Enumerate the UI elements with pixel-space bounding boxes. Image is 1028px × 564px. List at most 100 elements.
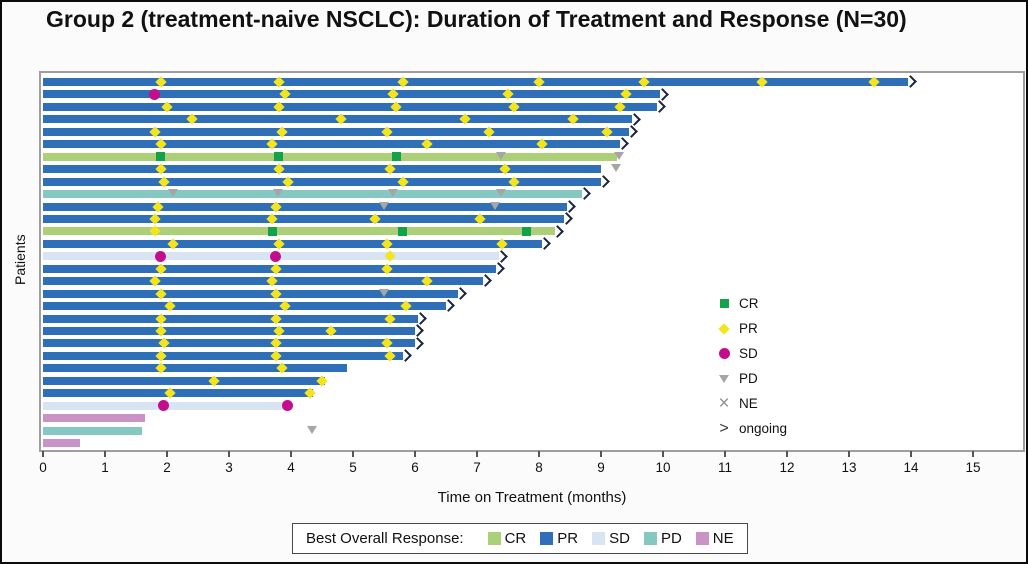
marker-legend-item: × NE bbox=[716, 391, 787, 416]
x-axis-tick-label: 5 bbox=[349, 460, 357, 475]
bar-legend-swatch bbox=[643, 532, 657, 545]
plot-area bbox=[39, 71, 1025, 452]
marker-legend-label: ongoing bbox=[739, 421, 788, 436]
ongoing-arrow-icon bbox=[479, 274, 493, 288]
ongoing-arrow-icon bbox=[578, 187, 592, 201]
response-marker-pd bbox=[378, 288, 389, 297]
x-axis-tick bbox=[910, 451, 912, 457]
x-axis-tick bbox=[290, 451, 292, 457]
patient-bar bbox=[43, 302, 446, 311]
x-axis-tick bbox=[786, 451, 788, 457]
response-marker-pd bbox=[387, 189, 398, 198]
response-marker-pd bbox=[496, 189, 507, 198]
x-axis-tick-label: 4 bbox=[287, 460, 295, 475]
patient-bar bbox=[43, 90, 660, 99]
x-axis-tick bbox=[42, 451, 44, 457]
patient-bar bbox=[43, 439, 81, 448]
bar-legend-item: PR bbox=[540, 530, 578, 547]
x-axis-tick-label: 11 bbox=[717, 460, 733, 475]
patient-bar bbox=[43, 140, 620, 149]
circle-icon bbox=[716, 346, 732, 362]
response-marker-pd bbox=[490, 201, 501, 210]
patient-bar bbox=[43, 414, 146, 423]
response-marker-cr bbox=[522, 226, 532, 236]
square-icon bbox=[716, 296, 732, 312]
marker-legend-item: SD bbox=[716, 341, 787, 366]
patient-bar bbox=[43, 239, 543, 248]
marker-legend-label: NE bbox=[739, 396, 758, 411]
response-marker-sd bbox=[270, 250, 281, 262]
bar-legend-swatch bbox=[487, 532, 501, 545]
x-axis-tick-label: 1 bbox=[101, 460, 109, 475]
bar-legend-item: NE bbox=[695, 530, 734, 547]
pd-triangle-icon bbox=[719, 374, 729, 383]
response-marker-pd bbox=[307, 425, 318, 434]
x-axis-tick-label: 6 bbox=[411, 460, 419, 475]
marker-legend: CR PR SD PD × NE > ongoing bbox=[716, 291, 787, 441]
patient-bar bbox=[43, 214, 564, 223]
patient-bar bbox=[43, 364, 347, 373]
y-axis-label: Patients bbox=[12, 234, 28, 285]
x-axis-tick-label: 10 bbox=[655, 460, 671, 475]
x-axis-tick bbox=[972, 451, 974, 457]
x-axis-tick bbox=[166, 451, 168, 457]
x-axis-tick bbox=[104, 451, 106, 457]
response-marker-sd bbox=[155, 250, 167, 262]
patient-bar bbox=[43, 289, 459, 298]
triangle-icon bbox=[716, 371, 732, 387]
bar-legend-swatch bbox=[540, 532, 554, 545]
response-marker-pd bbox=[378, 201, 389, 210]
marker-legend-item: PR bbox=[716, 316, 787, 341]
x-axis-tick-label: 3 bbox=[225, 460, 233, 475]
patient-bar bbox=[43, 127, 629, 136]
response-marker-cr bbox=[267, 226, 277, 236]
response-marker-cr bbox=[156, 152, 166, 162]
patient-bar bbox=[43, 202, 567, 211]
x-axis-tick bbox=[538, 451, 540, 457]
sd-circle-icon bbox=[718, 348, 730, 359]
response-marker-pd bbox=[496, 151, 507, 160]
marker-legend-item: CR bbox=[716, 291, 787, 316]
patient-bar bbox=[43, 351, 403, 360]
patient-bar bbox=[43, 152, 617, 161]
response-marker-pd bbox=[614, 151, 625, 160]
x-axis-tick-label: 12 bbox=[779, 460, 795, 475]
patient-bar bbox=[43, 177, 601, 186]
x-axis-tick-label: 15 bbox=[965, 460, 981, 475]
marker-legend-item: PD bbox=[716, 366, 787, 391]
response-marker-sd bbox=[282, 400, 294, 412]
patient-bar bbox=[43, 389, 313, 398]
bar-legend-item: SD bbox=[592, 530, 630, 547]
x-axis-tick bbox=[476, 451, 478, 457]
ongoing-chevron-icon: > bbox=[719, 419, 729, 437]
best-overall-response-legend: Best Overall Response: CR PR SD PD NE bbox=[292, 523, 748, 554]
x-axis-tick-label: 2 bbox=[163, 460, 171, 475]
bar-legend-swatch bbox=[592, 532, 606, 545]
x-axis-tick-label: 14 bbox=[903, 460, 919, 475]
ne-x-icon: × bbox=[718, 393, 730, 414]
response-marker-pd bbox=[167, 189, 178, 198]
bar-legend-title: Best Overall Response: bbox=[306, 530, 464, 547]
bar-legend-label: NE bbox=[712, 530, 734, 547]
patient-bar bbox=[43, 190, 583, 199]
x-axis-tick bbox=[724, 451, 726, 457]
cr-square-icon bbox=[719, 299, 729, 308]
chart-title: Group 2 (treatment-naive NSCLC): Duratio… bbox=[46, 6, 907, 32]
response-marker-sd bbox=[158, 400, 170, 412]
bar-legend-label: PD bbox=[660, 530, 682, 547]
x-axis-tick bbox=[352, 451, 354, 457]
x-axis-tick bbox=[414, 451, 416, 457]
bar-legend-label: SD bbox=[609, 530, 630, 547]
patient-bar bbox=[43, 78, 908, 86]
x-axis-tick-label: 8 bbox=[535, 460, 543, 475]
patient-bar bbox=[43, 165, 601, 174]
bar-legend-item: PD bbox=[643, 530, 682, 547]
bar-legend-swatch bbox=[695, 532, 709, 545]
response-marker-cr bbox=[391, 152, 401, 162]
x-axis-tick bbox=[848, 451, 850, 457]
patient-bar bbox=[43, 314, 419, 323]
response-marker-pd bbox=[611, 164, 621, 173]
patient-bar bbox=[43, 376, 326, 385]
x-axis-tick-label: 9 bbox=[597, 460, 605, 475]
bar-legend-label: CR bbox=[504, 530, 527, 547]
